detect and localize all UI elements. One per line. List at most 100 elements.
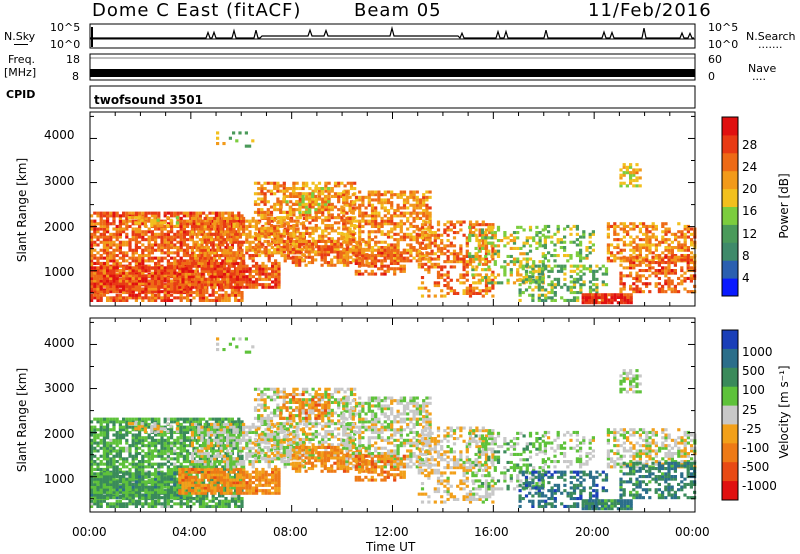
power-cell xyxy=(202,296,206,300)
power-cell xyxy=(354,251,358,255)
power-cell xyxy=(491,270,495,274)
power-cell xyxy=(301,221,306,225)
power-cell xyxy=(622,243,626,247)
power-cell xyxy=(651,255,655,259)
power-cell xyxy=(433,244,437,248)
power-cell xyxy=(396,251,400,255)
power-cell xyxy=(234,219,238,223)
power-cell xyxy=(443,252,447,256)
power-cell xyxy=(176,271,180,275)
power-cell xyxy=(304,205,308,209)
power-cell xyxy=(307,253,311,257)
power-cell xyxy=(418,243,423,247)
power-cell xyxy=(465,249,469,253)
power-cell xyxy=(260,187,264,191)
power-cell xyxy=(516,268,520,272)
power-cell xyxy=(601,272,605,276)
power-cell xyxy=(664,266,668,270)
power-cell xyxy=(648,235,652,239)
power-cell xyxy=(102,243,106,247)
power-cell xyxy=(625,266,629,270)
velocity-cell xyxy=(118,470,122,474)
power-cell xyxy=(240,293,244,297)
power-cell xyxy=(674,232,678,236)
power-cell xyxy=(622,274,626,278)
power-cell xyxy=(266,189,270,193)
power-cell xyxy=(283,254,287,258)
power-cell xyxy=(321,231,325,235)
power-cell xyxy=(613,230,617,234)
power-cell xyxy=(471,273,475,277)
power-cell xyxy=(90,276,94,280)
power-cell xyxy=(295,200,299,204)
power-cell xyxy=(99,276,103,280)
power-cell xyxy=(218,246,222,250)
power-cell xyxy=(178,264,182,268)
power-cell xyxy=(106,266,110,270)
power-cell xyxy=(125,259,129,263)
power-cell xyxy=(436,249,441,253)
power-cell xyxy=(547,291,551,295)
power-cell xyxy=(192,222,196,226)
power-cell xyxy=(176,240,180,244)
power-cell xyxy=(616,293,620,297)
power-cell xyxy=(365,261,369,265)
power-cell xyxy=(428,214,432,218)
power-cell xyxy=(664,240,668,244)
power-cell xyxy=(619,176,623,180)
power-cell xyxy=(418,251,423,255)
power-cell xyxy=(399,224,403,228)
power-cell xyxy=(569,264,573,268)
power-cell xyxy=(141,214,145,218)
power-cell xyxy=(367,235,371,239)
power-cell xyxy=(648,251,652,255)
power-cell xyxy=(528,293,532,297)
power-cell xyxy=(229,240,233,244)
power-cell xyxy=(528,249,533,253)
power-cell xyxy=(173,214,177,218)
power-cell xyxy=(320,247,324,251)
power-cell xyxy=(208,211,212,215)
power-cell xyxy=(491,246,495,250)
power-cell xyxy=(409,246,413,250)
power-cell xyxy=(364,219,368,223)
power-cell xyxy=(337,216,341,220)
power-cell xyxy=(641,261,645,265)
power-cell xyxy=(349,255,353,259)
power-cell xyxy=(496,273,501,277)
power-cell xyxy=(475,236,479,240)
power-cell xyxy=(638,263,642,267)
power-cell xyxy=(301,192,306,196)
power-cell xyxy=(292,234,296,238)
power-cell xyxy=(393,246,397,250)
power-cell xyxy=(487,249,491,253)
power-cell xyxy=(267,272,271,276)
cpid-label: CPID xyxy=(6,88,36,101)
power-cell xyxy=(277,261,281,265)
power-cell xyxy=(645,238,649,242)
power-cell xyxy=(581,301,585,305)
velocity-cell xyxy=(102,470,106,474)
power-cell xyxy=(156,224,160,228)
power-cell xyxy=(680,254,684,258)
power-cell xyxy=(248,243,252,247)
power-cell xyxy=(181,280,185,284)
power-cell xyxy=(422,214,426,218)
power-cell xyxy=(339,242,343,246)
power-cell xyxy=(154,235,158,239)
power-cell xyxy=(283,227,287,231)
power-cell xyxy=(661,261,665,265)
power-cell xyxy=(342,209,346,213)
power-cell xyxy=(211,246,215,250)
power-cell xyxy=(333,181,338,185)
power-cell xyxy=(686,255,690,259)
power-cell xyxy=(298,231,302,235)
power-cell xyxy=(279,189,283,193)
power-cell xyxy=(150,274,154,278)
power-cell xyxy=(106,287,110,291)
power-cell xyxy=(327,189,331,193)
velocity-cell xyxy=(106,425,110,429)
power-cell xyxy=(128,243,132,247)
power-cell xyxy=(321,237,325,241)
power-cell xyxy=(219,269,223,273)
